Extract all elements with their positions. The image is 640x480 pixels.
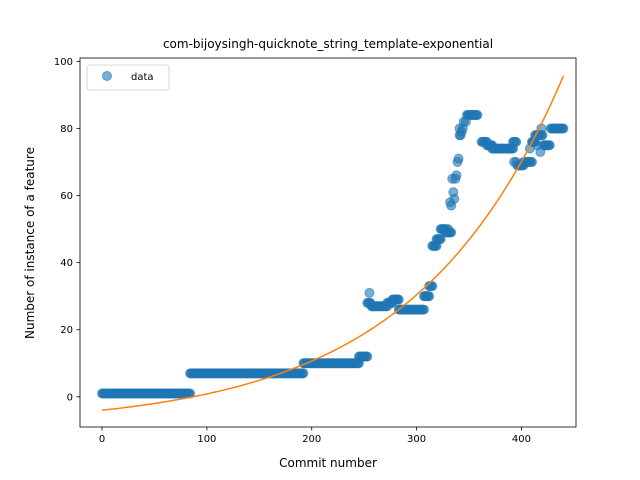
data-point	[393, 294, 404, 305]
fit-curve	[101, 75, 565, 411]
data-point	[451, 170, 462, 181]
data-point	[460, 116, 471, 127]
x-tick-label: 100	[197, 434, 216, 445]
y-tick-label: 20	[60, 325, 73, 336]
plot-area	[79, 57, 577, 428]
legend-label-data: data	[131, 72, 154, 83]
data-point	[427, 281, 438, 292]
y-tick-label: 40	[60, 258, 73, 269]
data-point	[544, 140, 555, 151]
data-point	[537, 130, 548, 141]
x-tick-label: 300	[407, 434, 426, 445]
legend-box	[86, 64, 170, 91]
y-tick-label: 60	[60, 191, 73, 202]
x-tick-label: 0	[99, 434, 105, 445]
x-axis-ticks: 0 100 200 300 400	[99, 427, 531, 445]
data-point	[453, 153, 464, 164]
data-point	[526, 156, 537, 167]
chart-title: com-bijoysingh-quicknote_string_template…	[163, 37, 493, 51]
fit-series	[101, 75, 565, 411]
scatter-series	[97, 110, 569, 399]
data-point	[362, 351, 373, 362]
data-point	[443, 224, 454, 235]
y-axis-label: Number of instance of a feature	[23, 147, 37, 339]
data-point	[364, 287, 375, 298]
axes-frame	[79, 57, 577, 428]
data-point	[449, 193, 460, 204]
data-point	[435, 234, 446, 245]
data-point	[472, 110, 483, 121]
x-tick-label: 400	[512, 434, 531, 445]
data-point	[424, 291, 435, 302]
data-point	[418, 304, 429, 315]
data-point	[511, 136, 522, 147]
x-tick-label: 200	[302, 434, 321, 445]
y-axis-ticks: 0 20 40 60 80 100	[54, 57, 80, 403]
data-point	[298, 368, 309, 379]
y-tick-label: 100	[54, 57, 73, 68]
legend-marker-data	[102, 71, 112, 81]
data-point	[535, 146, 546, 157]
legend: data	[86, 64, 170, 91]
axes-background	[80, 58, 576, 427]
data-point	[558, 123, 569, 134]
data-point	[367, 301, 378, 312]
y-tick-label: 0	[67, 392, 73, 403]
y-tick-label: 80	[60, 124, 73, 135]
x-axis-label: Commit number	[279, 456, 377, 470]
